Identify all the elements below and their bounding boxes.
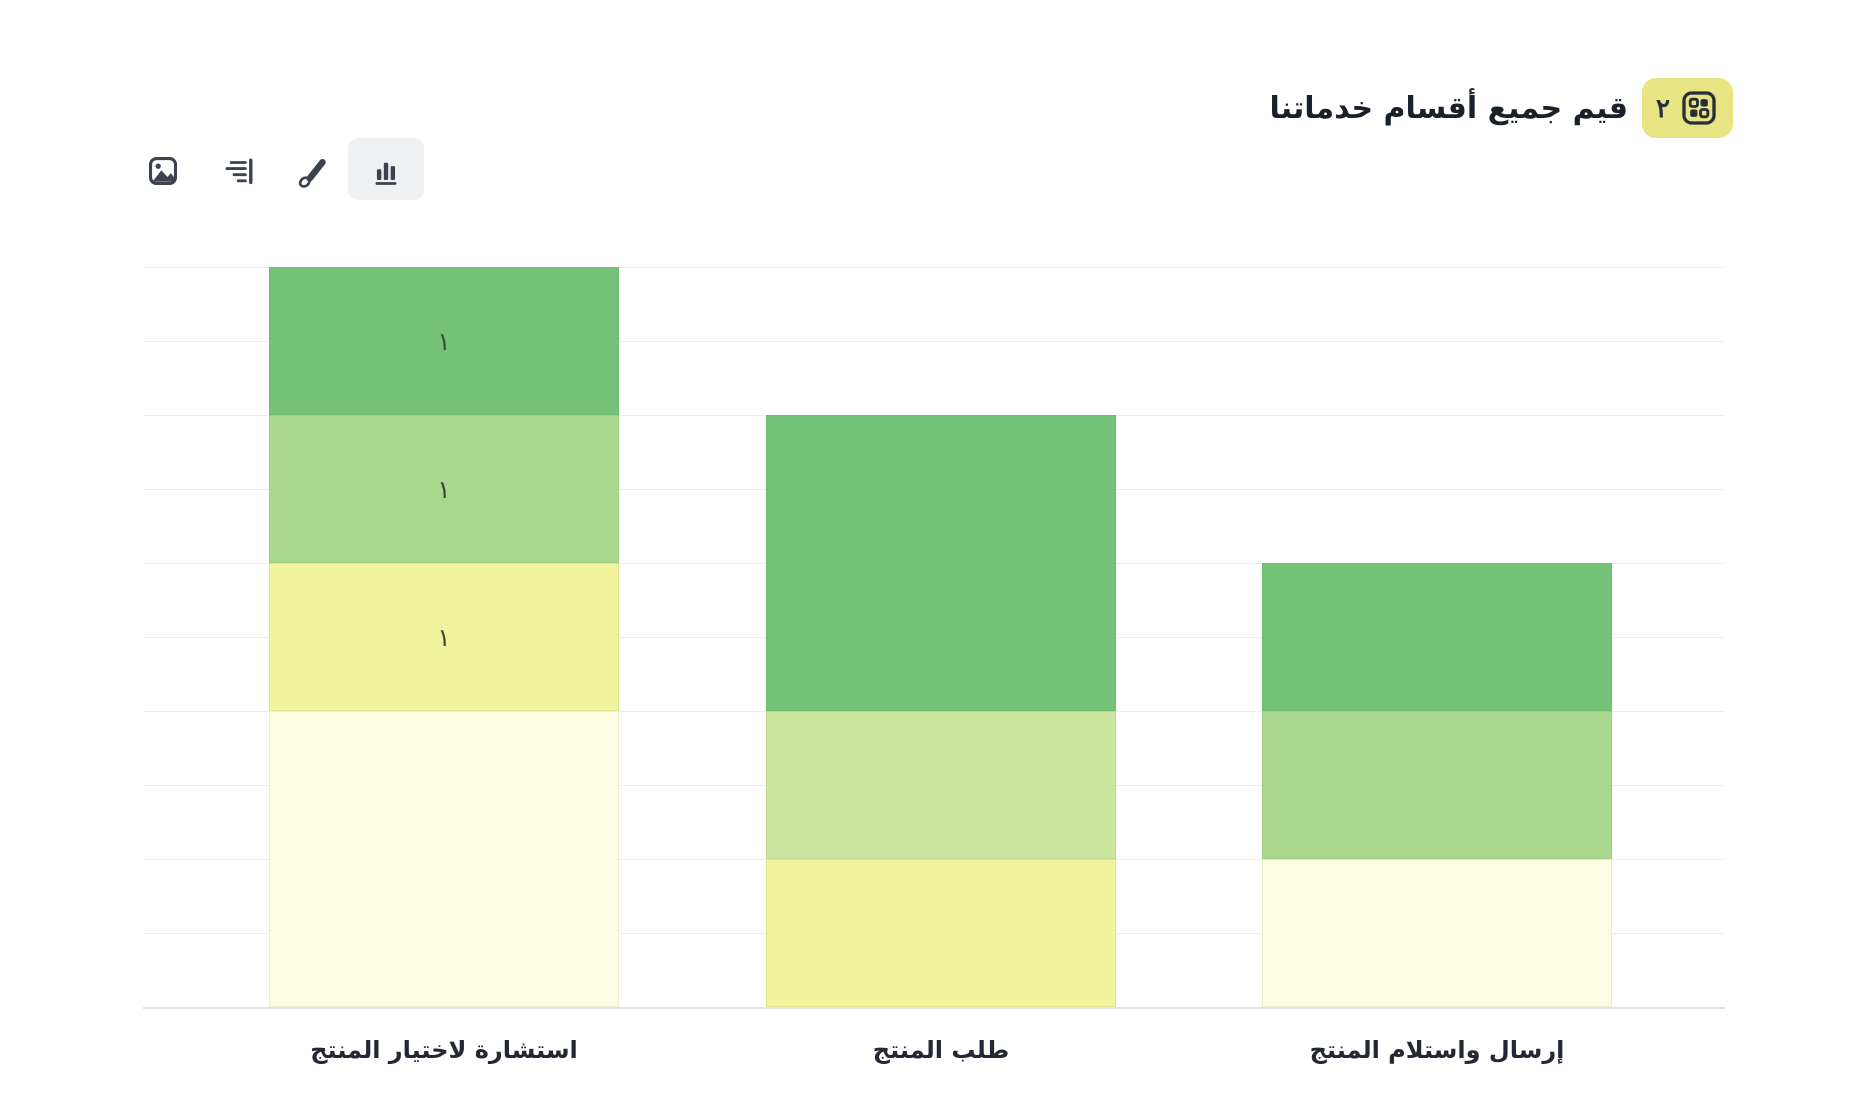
paintbrush-icon [293,154,327,188]
bar-segment[interactable] [1262,859,1612,1007]
category-label: استشارة لاختيار المنتج [310,1036,578,1064]
bar-segment[interactable] [1262,563,1612,711]
align-lines-icon [222,154,256,188]
chart-button[interactable] [348,138,424,200]
question-number: ٢ [1656,93,1670,123]
bar-segment[interactable] [1262,711,1612,859]
bar-segment[interactable] [269,711,619,1007]
x-axis-line [143,1007,1725,1009]
bar-chart-icon [369,152,403,186]
category-label: إرسال واستلام المنتج [1309,1036,1565,1064]
image-icon [146,154,180,188]
question-title: قيم جميع أقسام خدماتنا [1269,90,1629,126]
align-button[interactable] [221,153,257,189]
brush-button[interactable] [292,153,328,189]
segment-value-label: ١ [437,326,451,356]
bar-segment[interactable]: ١ [269,415,619,563]
bar-segment[interactable]: ١ [269,563,619,711]
bar-segment[interactable]: ١ [269,267,619,415]
gridline [143,267,1725,268]
block-toolbar [0,0,460,220]
segment-value-label: ١ [437,474,451,504]
question-header: ٢ قيم جميع أقسام خدماتنا [1269,78,1733,138]
image-button[interactable] [145,153,181,189]
question-badge[interactable]: ٢ [1642,78,1733,138]
segment-value-label: ١ [437,622,451,652]
bar-segment[interactable] [766,711,1116,859]
bar-segment[interactable] [766,415,1116,711]
category-label: طلب المنتج [872,1036,1010,1064]
gridline [143,341,1725,342]
bar-segment[interactable] [766,859,1116,1007]
grid-blocks-icon [1679,88,1719,128]
